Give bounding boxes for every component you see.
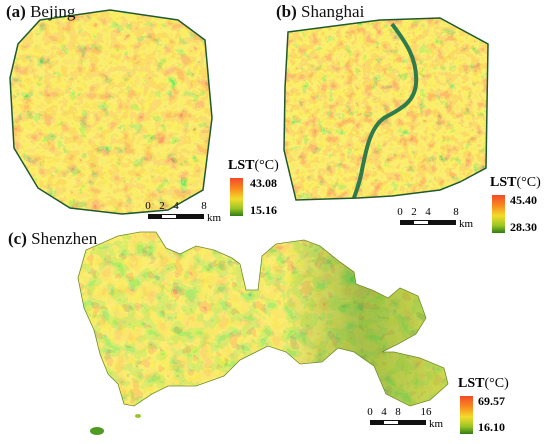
- legend-title: LST(°C): [458, 376, 509, 392]
- legend-max: 43.08: [250, 176, 277, 190]
- panel-b-title: (b) Shanghai: [276, 2, 364, 22]
- panel-c-letter: (c): [8, 229, 27, 248]
- scalebar-unit: km: [459, 218, 474, 230]
- scalebar-tick: 0: [367, 406, 373, 418]
- legend-colorbar: [230, 178, 243, 216]
- legend-colorbar: [492, 195, 505, 233]
- legend-title: LST(°C): [228, 158, 279, 174]
- legend-colorbar: [460, 396, 473, 434]
- panel-b-name: Shanghai: [301, 2, 365, 21]
- beijing-legend: LST(°C) 43.08 15.16: [228, 158, 279, 217]
- legend-max: 69.57: [478, 394, 505, 408]
- scalebar-tick: 2: [411, 206, 417, 218]
- scalebar-tick: 8: [395, 406, 401, 418]
- shanghai-legend: LST(°C) 45.40 28.30: [490, 175, 541, 234]
- legend-title-text: LST: [228, 158, 255, 173]
- scalebar-bar: [370, 420, 426, 425]
- legend-min: 15.16: [250, 203, 277, 217]
- legend-min: 16.10: [478, 420, 505, 434]
- legend-unit: (°C): [516, 175, 541, 190]
- scalebar-tick: 2: [159, 200, 165, 212]
- legend-title: LST(°C): [490, 175, 541, 191]
- panel-c-name: Shenzhen: [31, 229, 98, 248]
- huangpu-river: [352, 22, 419, 199]
- scalebar-tick: 4: [381, 406, 387, 418]
- scalebar-tick: 0: [145, 200, 151, 212]
- scalebar-unit: km: [207, 212, 222, 224]
- beijing-map: [9, 9, 213, 215]
- legend-max: 45.40: [510, 193, 537, 207]
- scalebar-tick: 8: [453, 206, 459, 218]
- scalebar-tick: 0: [397, 206, 403, 218]
- island: [90, 427, 104, 435]
- panel-c-title: (c) Shenzhen: [8, 229, 97, 249]
- scalebar-bar: [400, 220, 456, 225]
- scalebar-tick: 8: [201, 200, 207, 212]
- legend-title-text: LST: [458, 376, 485, 391]
- scalebar-unit: km: [429, 418, 444, 430]
- island: [135, 414, 141, 418]
- legend-min: 28.30: [510, 220, 537, 234]
- shenzhen-map: [77, 231, 449, 435]
- panel-b-letter: (b): [276, 2, 297, 21]
- scalebar-tick: 4: [425, 206, 431, 218]
- scalebar-tick: 16: [420, 406, 432, 418]
- panel-a-letter: (a): [6, 2, 26, 21]
- scalebar-bar: [148, 214, 204, 219]
- panel-a-title: (a) Bejing: [6, 2, 75, 22]
- panel-a-name: Bejing: [30, 2, 76, 21]
- shenzhen-legend: LST(°C) 69.57 16.10: [458, 376, 509, 434]
- shanghai-map: [283, 17, 489, 201]
- legend-unit: (°C): [484, 376, 509, 391]
- legend-title-text: LST: [490, 175, 517, 190]
- scalebar-tick: 4: [173, 200, 179, 212]
- legend-unit: (°C): [254, 158, 279, 173]
